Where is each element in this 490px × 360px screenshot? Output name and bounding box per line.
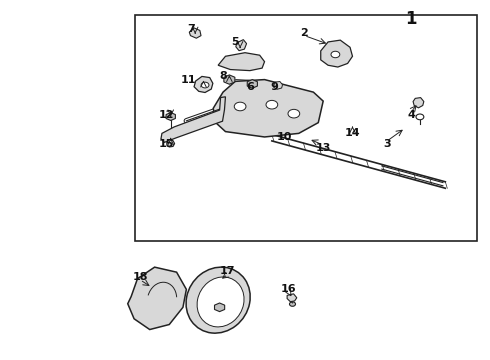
- Text: 1: 1: [405, 10, 417, 28]
- Polygon shape: [236, 40, 246, 51]
- Polygon shape: [161, 97, 225, 142]
- Text: 7: 7: [187, 24, 195, 35]
- Ellipse shape: [197, 277, 244, 327]
- Polygon shape: [166, 113, 175, 121]
- Polygon shape: [189, 28, 201, 38]
- Bar: [135, 15, 477, 241]
- Polygon shape: [218, 53, 265, 71]
- Text: 15: 15: [159, 139, 174, 149]
- Polygon shape: [274, 81, 283, 89]
- Polygon shape: [167, 140, 174, 147]
- Circle shape: [416, 114, 424, 120]
- Polygon shape: [128, 267, 186, 329]
- Polygon shape: [413, 98, 424, 108]
- Circle shape: [288, 109, 300, 118]
- Circle shape: [201, 82, 209, 88]
- Polygon shape: [247, 80, 257, 88]
- Circle shape: [234, 102, 246, 111]
- Circle shape: [290, 302, 295, 306]
- Text: 13: 13: [316, 143, 331, 153]
- Text: 10: 10: [276, 132, 292, 142]
- Text: 3: 3: [383, 139, 391, 149]
- Circle shape: [266, 100, 278, 109]
- Polygon shape: [287, 294, 297, 302]
- Text: 9: 9: [270, 82, 278, 92]
- Text: 5: 5: [231, 37, 239, 47]
- Polygon shape: [321, 40, 352, 67]
- Text: 12: 12: [159, 111, 174, 121]
- Polygon shape: [215, 303, 225, 312]
- Polygon shape: [213, 80, 323, 137]
- Text: 17: 17: [220, 266, 236, 276]
- Text: 8: 8: [219, 71, 227, 81]
- Text: 16: 16: [281, 284, 297, 294]
- Text: 6: 6: [246, 82, 254, 92]
- Text: 4: 4: [407, 111, 415, 121]
- Text: 2: 2: [300, 28, 308, 38]
- Polygon shape: [224, 75, 235, 84]
- Text: 14: 14: [344, 129, 360, 138]
- Circle shape: [331, 51, 340, 58]
- Polygon shape: [194, 76, 213, 93]
- Ellipse shape: [186, 267, 250, 333]
- Text: 11: 11: [181, 75, 196, 85]
- Text: 18: 18: [132, 272, 147, 282]
